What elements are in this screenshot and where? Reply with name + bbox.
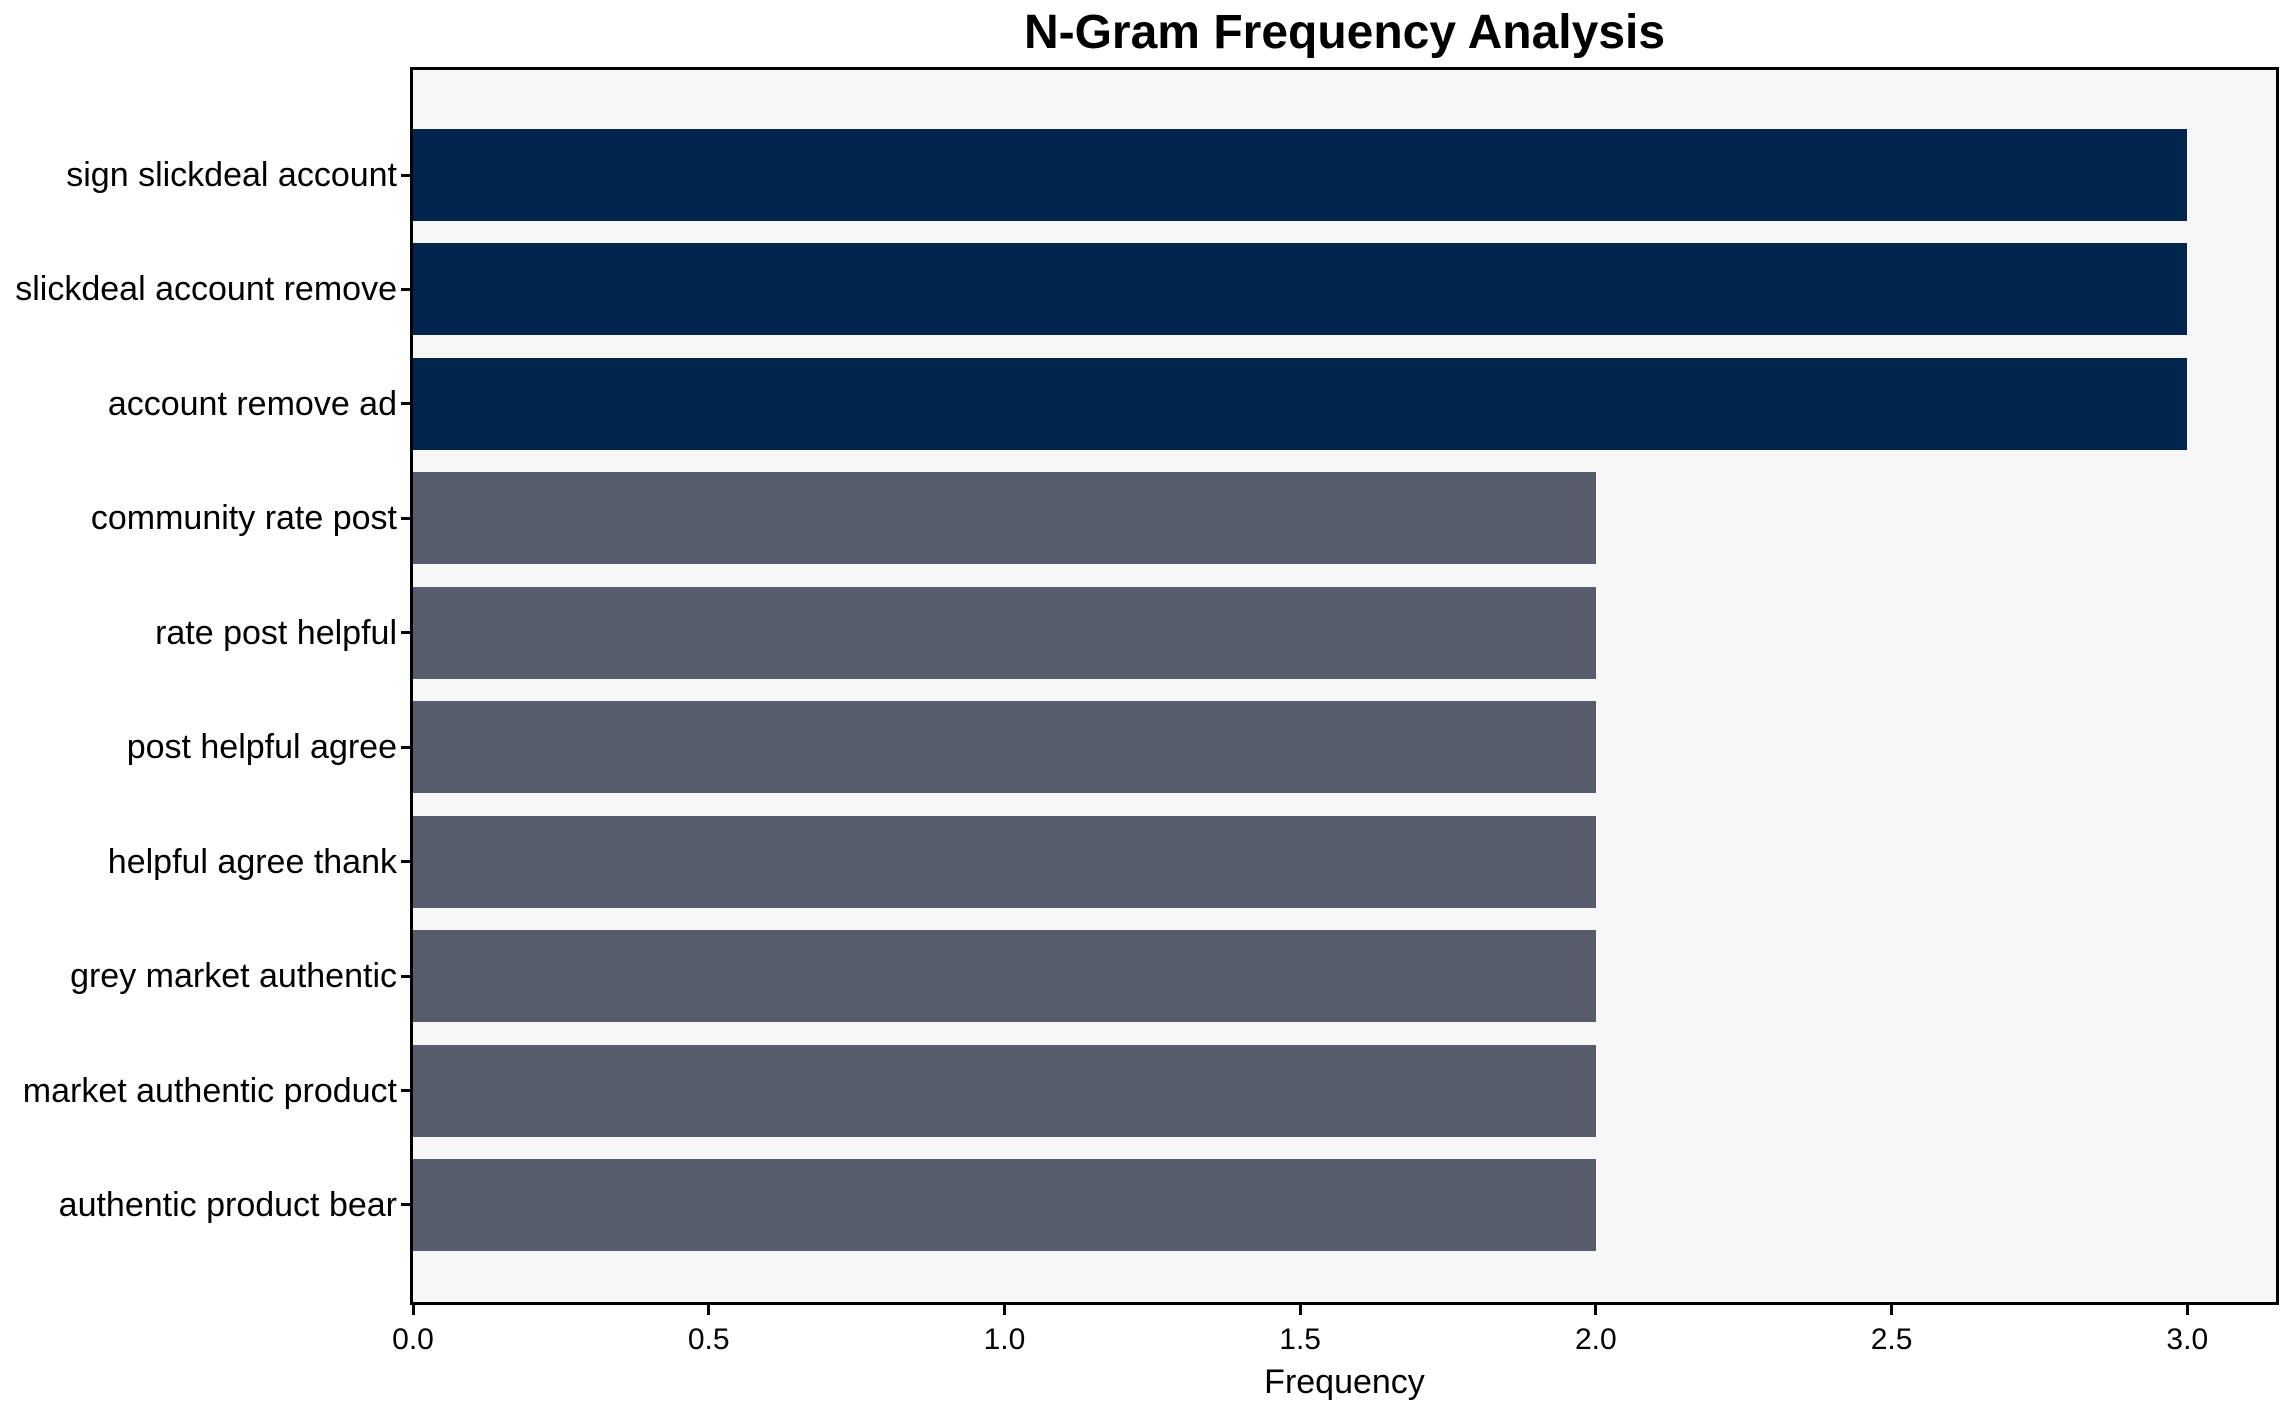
x-tick-label: 2.0 <box>1574 1323 1617 1356</box>
x-tick <box>1594 1302 1598 1315</box>
y-tick-label: community rate post <box>90 499 397 538</box>
x-tick-label: 0.0 <box>392 1323 434 1356</box>
bar <box>413 930 1596 1023</box>
y-tick-label: grey market authentic <box>70 957 397 996</box>
bar <box>413 701 1596 794</box>
x-tick-label: 1.5 <box>1279 1323 1321 1356</box>
bar <box>413 472 1596 565</box>
plot-area <box>413 70 2276 1302</box>
y-tick-label: post helpful agree <box>126 728 397 767</box>
x-tick <box>1002 1302 1006 1315</box>
x-axis-label: Frequency <box>1264 1363 1425 1401</box>
x-tick-label: 2.5 <box>1870 1323 1913 1356</box>
bar <box>413 1158 1596 1251</box>
bar <box>413 586 1596 679</box>
bar <box>413 129 2188 221</box>
x-tick <box>411 1302 415 1315</box>
x-tick <box>707 1302 711 1315</box>
y-tick <box>401 974 413 978</box>
y-tick <box>401 516 413 520</box>
y-tick-label: slickdeal account remove <box>15 270 397 309</box>
x-tick <box>2185 1302 2189 1315</box>
y-tick <box>401 631 413 635</box>
y-tick <box>401 1203 413 1207</box>
x-tick <box>1890 1302 1894 1315</box>
y-tick <box>401 173 413 177</box>
y-tick-label: sign slickdeal account <box>66 156 397 194</box>
y-tick-label: authentic product bear <box>58 1185 397 1224</box>
x-tick-label: 3.0 <box>2166 1323 2209 1356</box>
bar <box>413 1044 1596 1137</box>
y-tick <box>401 402 413 406</box>
y-tick <box>401 287 413 291</box>
x-tick-label: 0.5 <box>687 1323 730 1356</box>
x-tick-label: 1.0 <box>983 1323 1026 1356</box>
x-tick <box>1298 1302 1302 1315</box>
y-tick <box>401 745 413 749</box>
y-tick-label: account remove ad <box>107 384 397 423</box>
y-tick <box>401 1089 413 1093</box>
y-tick-label: helpful agree thank <box>107 842 397 881</box>
y-tick <box>401 860 413 864</box>
y-tick-label: rate post helpful <box>155 613 397 652</box>
chart-title: N-Gram Frequency Analysis <box>1023 6 1666 59</box>
bar <box>413 243 2188 336</box>
bar <box>413 357 2188 450</box>
y-tick-label: market authentic product <box>22 1071 397 1110</box>
bar <box>413 815 1596 908</box>
